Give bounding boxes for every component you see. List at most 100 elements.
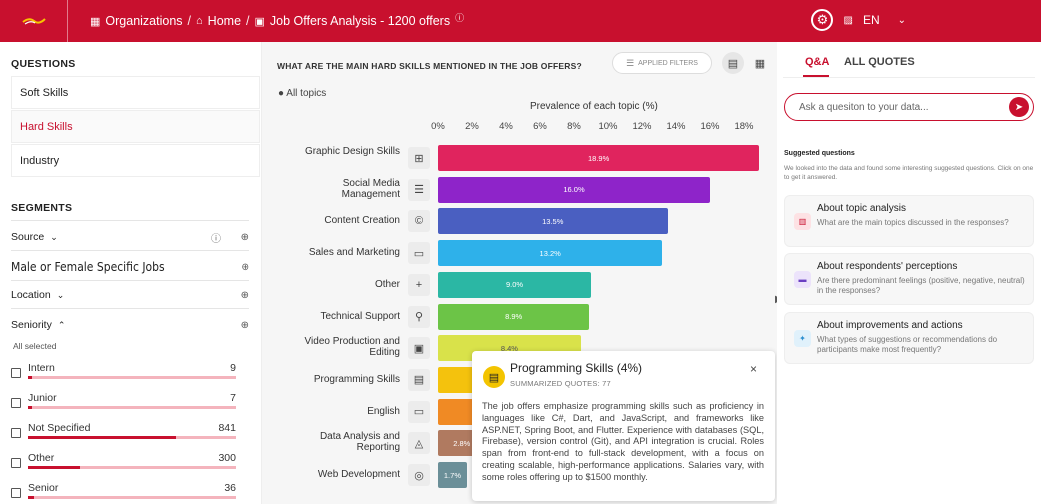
seniority-bar-fill: [28, 466, 80, 469]
seniority-bar: [28, 376, 236, 379]
ask-question-input[interactable]: Ask a quesiton to your data... ➤: [784, 93, 1034, 121]
treemap-view-button[interactable]: ▦: [754, 57, 766, 70]
seniority-checkbox[interactable]: [11, 398, 21, 408]
topic-icon: ⚲: [408, 305, 430, 328]
link-icon[interactable]: ⊕: [240, 319, 249, 331]
segment-location[interactable]: Location ⌄ ⊕: [11, 289, 249, 301]
chevron-down-icon: ⌄: [56, 289, 65, 300]
briefcase-icon: ▤: [483, 366, 505, 388]
bar[interactable]: 1.7%: [438, 462, 467, 488]
category-label: Programming Skills: [313, 373, 400, 385]
segments-title: SEGMENTS: [11, 202, 73, 214]
bar[interactable]: 13.5%: [438, 208, 668, 235]
suggestion-card-perceptions[interactable]: ▬ About respondents' perceptions Are the…: [784, 253, 1034, 305]
suggested-questions-description: We looked into the data and found some i…: [784, 165, 1034, 181]
topic-icon: ▣: [408, 337, 430, 360]
suggestion-card-topic-analysis[interactable]: ▥ About topic analysis What are the main…: [784, 195, 1034, 247]
chevron-down-icon[interactable]: ⌄: [897, 14, 906, 26]
chat-icon: ▬: [794, 271, 811, 288]
seniority-label: Senior: [28, 482, 59, 494]
seniority-label: Other: [28, 452, 55, 464]
seniority-count: 36: [224, 482, 236, 494]
bar[interactable]: 13.2%: [438, 240, 663, 267]
bar-value-label: 1.7%: [443, 470, 461, 480]
gear-icon[interactable]: ⚙: [811, 9, 834, 31]
question-soft-skills[interactable]: Soft Skills: [11, 76, 260, 109]
seniority-bar: [28, 466, 236, 469]
bar[interactable]: 9.0%: [438, 271, 591, 298]
breadcrumb: ▦ Organizations / ⌂ Home / ▣ Job Offers …: [90, 12, 465, 29]
questions-title: QUESTIONS: [11, 58, 76, 70]
topic-icon: +: [408, 273, 430, 296]
segment-source[interactable]: Source ⌄ ⓘ ⊕: [11, 231, 249, 245]
segment-seniority[interactable]: Seniority ⌃ ⊕: [11, 319, 249, 331]
x-tick-label: 2%: [465, 121, 479, 132]
seniority-count: 841: [218, 422, 236, 434]
tooltip-title: Programming Skills (4%): [510, 361, 643, 375]
link-icon[interactable]: ⊕: [241, 261, 249, 273]
seniority-checkbox[interactable]: [11, 368, 21, 378]
seniority-count: 9: [230, 362, 236, 374]
topic-icon: ◎: [408, 464, 430, 486]
bar-value-label: 18.9%: [588, 153, 610, 163]
bar[interactable]: 8.9%: [438, 303, 590, 330]
close-icon[interactable]: ×: [750, 362, 758, 376]
x-tick-label: 0%: [431, 121, 445, 132]
suggestion-card-improvements[interactable]: ✦ About improvements and actions What ty…: [784, 312, 1034, 364]
app-logo[interactable]: [0, 0, 68, 42]
seniority-checkbox[interactable]: [11, 458, 21, 468]
bar-value-label: 8.4%: [500, 343, 518, 353]
left-panel: QUESTIONS Soft Skills Hard Skills Indust…: [0, 42, 262, 504]
x-tick-label: 14%: [666, 121, 686, 132]
x-tick-label: 10%: [598, 121, 618, 132]
all-topics-legend[interactable]: ● All topics: [278, 88, 327, 99]
x-tick-label: 6%: [533, 121, 547, 132]
category-label: Video Production and Editing: [304, 336, 400, 359]
chevron-down-icon: ⌄: [50, 231, 58, 242]
segment-gender[interactable]: Male or Female Specific Jobs ⊕: [11, 260, 249, 274]
info-icon[interactable]: ⓘ: [211, 233, 221, 245]
x-tick-label: 16%: [700, 121, 720, 132]
bar-value-label: 13.5%: [542, 216, 564, 226]
seniority-label: Intern: [28, 362, 55, 374]
bar-value-label: 2.8%: [453, 438, 471, 448]
chart-question-title: WHAT ARE THE MAIN HARD SKILLS MENTIONED …: [277, 61, 582, 71]
info-icon[interactable]: ⓘ: [455, 12, 465, 23]
bar-view-button[interactable]: ▤: [722, 52, 744, 74]
breadcrumb-home[interactable]: Home: [207, 14, 242, 28]
question-industry[interactable]: Industry: [11, 144, 260, 177]
category-label: Other: [374, 278, 400, 290]
breadcrumb-organizations[interactable]: Organizations: [105, 14, 183, 28]
bar[interactable]: 18.9%: [438, 145, 760, 171]
tooltip-body: The job offers emphasize programming ski…: [482, 401, 764, 482]
question-hard-skills[interactable]: Hard Skills: [11, 110, 260, 143]
topic-icon: ▤: [408, 368, 430, 391]
filter-icon: ☰: [626, 57, 635, 68]
link-icon[interactable]: ⊕: [240, 231, 249, 243]
category-label: Sales and Marketing: [308, 247, 400, 259]
language-selector[interactable]: EN: [862, 13, 880, 27]
seniority-bar-fill: [28, 436, 176, 439]
bar[interactable]: 16.0%: [438, 176, 710, 203]
seniority-bar: [28, 496, 236, 499]
category-label: Graphic Design Skills: [304, 146, 400, 157]
tab-qa[interactable]: Q&A: [805, 56, 830, 68]
grid-icon: ▦: [90, 15, 101, 28]
chevron-up-icon: ⌃: [57, 319, 66, 330]
category-label: Content Creation: [324, 215, 400, 227]
topic-tooltip: ▤ Programming Skills (4%) SUMMARIZED QUO…: [472, 351, 775, 501]
seniority-bar: [28, 406, 236, 409]
flag-icon: ▨: [843, 14, 853, 26]
link-icon[interactable]: ⊕: [240, 289, 249, 301]
lightbulb-icon: ✦: [794, 330, 811, 347]
seniority-checkbox[interactable]: [11, 488, 21, 498]
x-axis-title: Prevalence of each topic (%): [530, 101, 658, 112]
seniority-checkbox[interactable]: [11, 428, 21, 438]
category-label: Web Development: [317, 469, 400, 480]
bar-value-label: 13.2%: [539, 248, 561, 258]
applied-filters-button[interactable]: ☰ APPLIED FILTERS: [612, 52, 712, 74]
tab-all-quotes[interactable]: ALL QUOTES: [844, 56, 915, 68]
send-icon[interactable]: ➤: [1009, 97, 1029, 117]
x-tick-label: 8%: [567, 121, 581, 132]
bar-value-label: 9.0%: [505, 280, 524, 290]
